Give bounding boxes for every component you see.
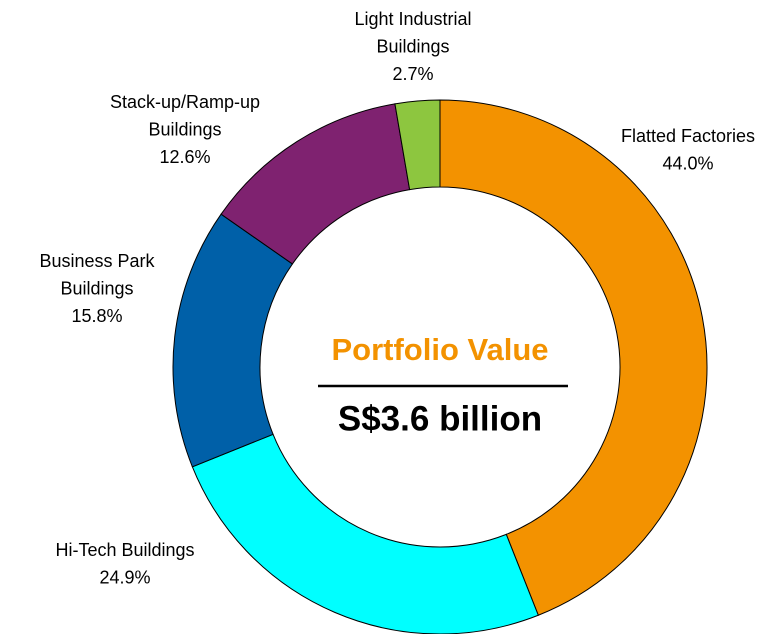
slice-label: Buildings	[148, 119, 221, 139]
slice-value-label: 2.7%	[392, 64, 433, 84]
slice-label: Flatted Factories	[621, 126, 755, 146]
donut-slice	[439, 99, 708, 616]
slice-label: Business Park	[39, 251, 155, 271]
donut-slice	[394, 99, 441, 191]
slice-value-label: 15.8%	[71, 306, 122, 326]
center-subtitle: S$3.6 billion	[338, 399, 542, 438]
donut-slice	[191, 433, 539, 634]
slice-label: Stack-up/Ramp-up	[110, 92, 260, 112]
slice-label: Light Industrial	[354, 9, 471, 29]
slice-value-label: 12.6%	[159, 147, 210, 167]
slice-label: Buildings	[60, 278, 133, 298]
slice-label: Buildings	[376, 36, 449, 56]
center-title: Portfolio Value	[331, 332, 548, 367]
slice-value-label: 44.0%	[662, 153, 713, 173]
slice-label: Hi-Tech Buildings	[55, 540, 194, 560]
slice-value-label: 24.9%	[99, 567, 150, 587]
